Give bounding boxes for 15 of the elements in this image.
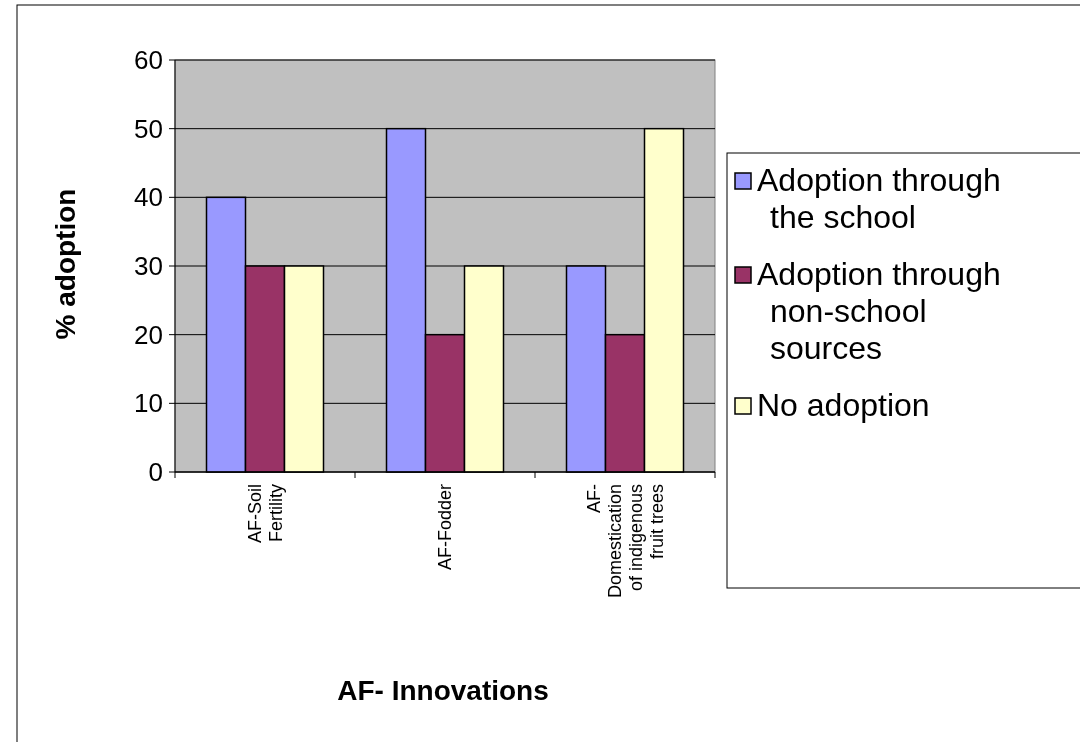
y-tick-label: 50 <box>134 113 163 144</box>
y-tick-label: 40 <box>134 182 163 213</box>
y-tick-label: 0 <box>148 457 163 488</box>
legend-label: Adoption through the school <box>757 162 1001 236</box>
y-tick-label: 60 <box>134 45 163 76</box>
y-tick-label: 10 <box>134 388 163 419</box>
x-tick-label: AF-Fodder <box>435 484 455 571</box>
x-tick-label: AF-Domestication of indigenous fruit trees <box>583 484 667 599</box>
y-tick-label: 30 <box>134 251 163 282</box>
y-axis-title: % adoption <box>50 188 81 340</box>
x-axis-title: AF- Innovations <box>337 675 549 706</box>
legend-label: Adoption through non-school sources <box>757 256 1001 367</box>
y-tick-label: 20 <box>134 319 163 350</box>
x-tick-label: AF-Soil Fertility <box>244 484 286 544</box>
legend-label: No adoption <box>757 387 930 424</box>
